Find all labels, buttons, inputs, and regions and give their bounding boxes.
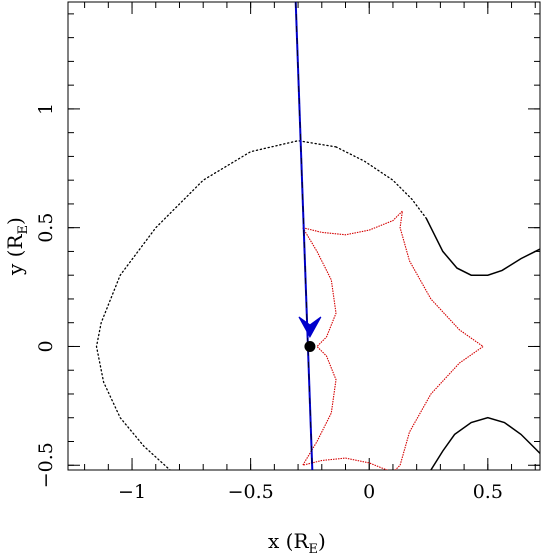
y-tick-label: −0.5 — [35, 442, 57, 488]
y-tick-label: 0 — [35, 340, 57, 352]
y-tick-label: 1 — [35, 103, 57, 115]
axis-ticks — [68, 2, 540, 470]
plot-content — [95, 2, 540, 470]
x-axis-label-main: x (R — [268, 529, 309, 553]
y-axis-label-sub: E — [16, 225, 31, 235]
x-tick-label: 0.5 — [473, 481, 503, 503]
x-tick-label: 0 — [363, 481, 375, 503]
plot-area — [95, 2, 540, 470]
tick-labels: −1 −0.5 0 0.5 −0.5 0 0.5 1 — [35, 103, 503, 503]
plot-border — [67, 1, 541, 471]
critical-curve-solid-lower — [430, 416, 540, 470]
x-axis-label: x (RE) — [268, 529, 326, 555]
critical-curve-dotted-upper — [335, 146, 427, 219]
plot-frame — [67, 1, 541, 471]
x-tick-label: −1 — [118, 481, 146, 503]
source-point — [304, 340, 316, 352]
critical-curve-dotted — [95, 140, 337, 470]
y-axis-label-close: ) — [3, 217, 27, 225]
x-axis-label-sub: E — [309, 542, 319, 555]
critical-curve-solid-upper — [425, 217, 540, 276]
y-tick-label: 0.5 — [35, 213, 57, 243]
x-tick-label: −0.5 — [228, 481, 274, 503]
trajectory-arrow — [298, 316, 322, 339]
y-axis-label: y (RE) — [3, 217, 31, 276]
source-trajectory — [294, 2, 314, 470]
x-axis-label-close: ) — [318, 529, 326, 553]
y-axis-label-main: y (R — [3, 234, 27, 276]
